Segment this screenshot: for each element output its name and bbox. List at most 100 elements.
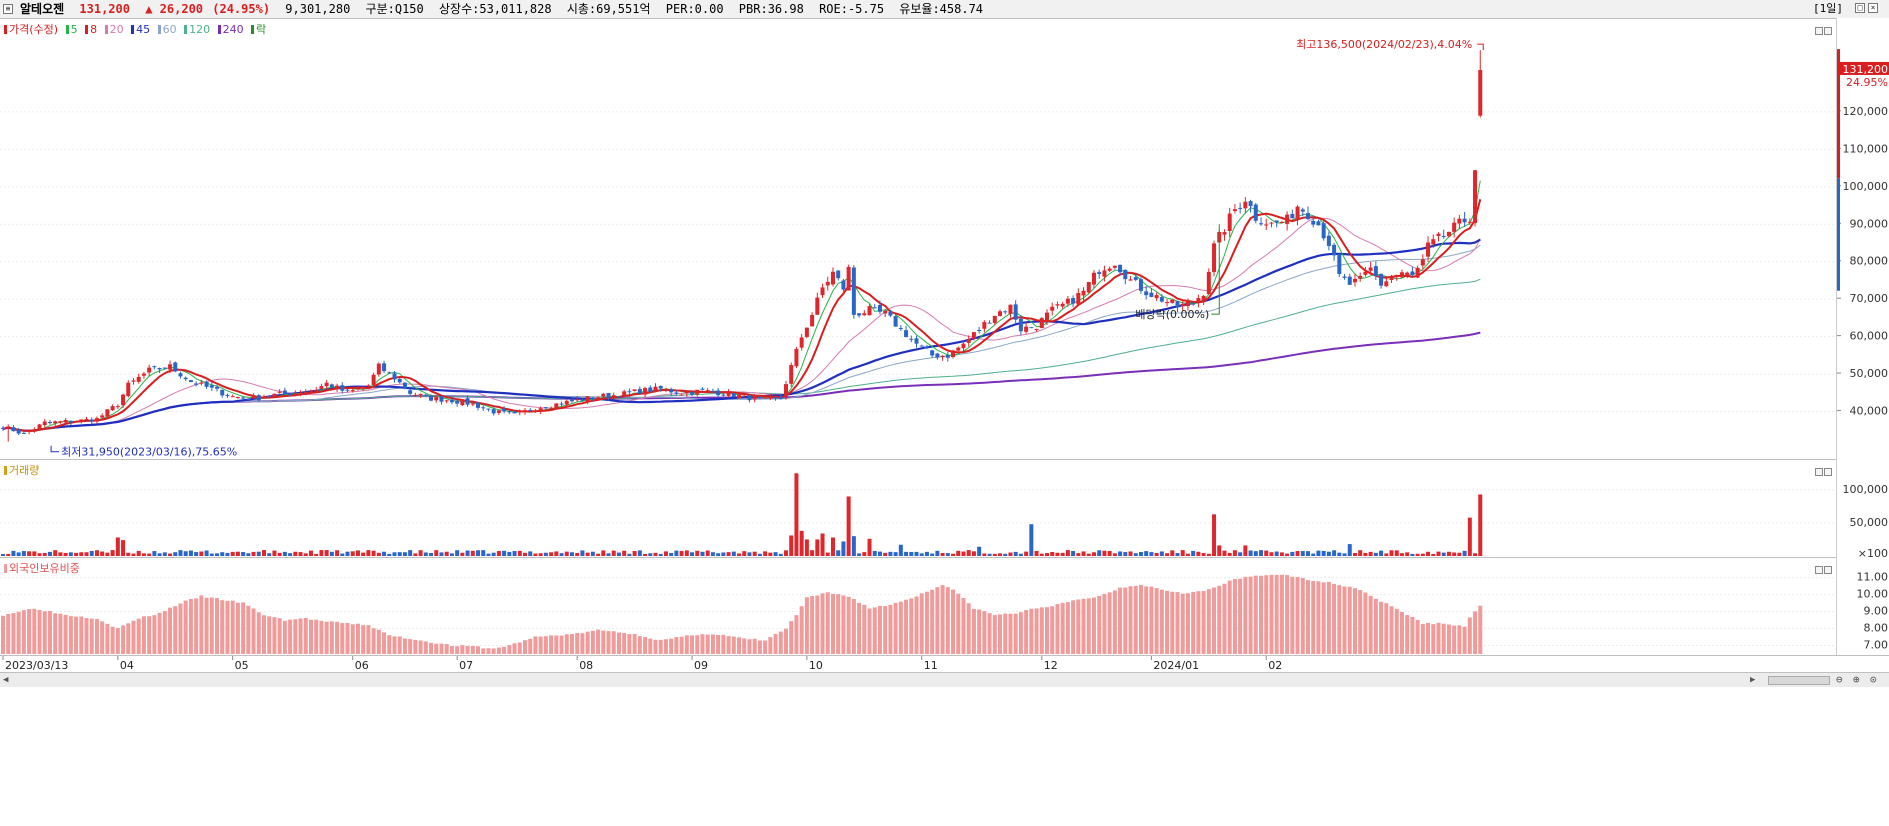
foreign-bar: [84, 618, 89, 654]
volume-bar: [752, 551, 757, 556]
scroll-right-icon[interactable]: ▶: [1750, 675, 1756, 685]
candle: [674, 392, 679, 394]
candle: [1123, 269, 1128, 280]
candle: [1175, 301, 1180, 308]
close-icon[interactable]: ×: [1868, 3, 1878, 13]
candle: [893, 316, 898, 327]
panel-max-icon[interactable]: [1815, 566, 1823, 574]
volume-bar: [1008, 552, 1013, 556]
candle: [21, 432, 26, 434]
candle: [131, 380, 136, 382]
ma-8-line: [2, 198, 1482, 432]
candle: [757, 397, 762, 399]
legend-label: 120: [189, 23, 211, 36]
scroll-thumb[interactable]: [1768, 676, 1830, 685]
period-button[interactable]: [1일]: [1813, 2, 1843, 15]
candle: [319, 386, 324, 389]
volume-bar: [679, 551, 684, 556]
axis-range-up: [1837, 49, 1840, 179]
candle: [1467, 221, 1472, 223]
candle: [815, 297, 820, 315]
volume-bar: [658, 553, 663, 556]
foreign-bar: [663, 639, 668, 654]
candle: [1, 427, 5, 429]
x-label: 02: [1268, 659, 1282, 672]
candle: [63, 419, 68, 423]
price-panel[interactable]: 가격(수정) 5 8 20 45 60 120 240 락 최고136,500(…: [0, 18, 1836, 460]
foreign-bar: [982, 611, 987, 654]
window-max-icon[interactable]: □: [1855, 3, 1865, 13]
foreign-bar: [194, 598, 199, 654]
foreign-bar: [168, 607, 173, 654]
x-label: 11: [924, 659, 938, 672]
volume-bar: [47, 551, 52, 556]
foreign-bar: [705, 634, 710, 654]
candle: [27, 431, 32, 433]
foreign-bar: [611, 631, 616, 654]
foreign-bar: [126, 623, 131, 654]
foreign-bar: [648, 638, 653, 654]
foreign-bar: [319, 620, 324, 654]
panel-max-icon[interactable]: [1815, 27, 1823, 35]
volume-bar: [622, 550, 627, 556]
candle: [820, 287, 825, 296]
volume-bar: [653, 552, 658, 556]
candle: [737, 394, 742, 399]
volume-bar: [705, 550, 710, 556]
candle: [789, 365, 794, 384]
panel-close-icon[interactable]: [1824, 566, 1832, 574]
stock-name[interactable]: 알테오젠: [20, 2, 65, 16]
candle: [611, 395, 616, 397]
foreign-bar: [893, 602, 898, 654]
candle: [402, 382, 407, 389]
foreign-bar: [303, 617, 308, 654]
volume-bar: [215, 553, 220, 556]
volume-bar: [408, 550, 413, 556]
dividend-marker: [1211, 224, 1220, 315]
volume-bar: [1368, 551, 1373, 556]
candle: [429, 395, 434, 401]
panel-close-icon[interactable]: [1824, 468, 1832, 476]
foreign-bar: [183, 600, 188, 654]
volume-axis: 100,000 50,000 ×100: [1836, 459, 1889, 560]
candle: [773, 397, 778, 399]
volume-bar: [256, 551, 261, 556]
foreign-bar: [262, 615, 266, 654]
menu-icon[interactable]: ≡: [3, 4, 13, 14]
candle: [1159, 297, 1164, 302]
foreign-bar: [1081, 598, 1086, 654]
foreign-panel[interactable]: 외국인보유비중: [0, 557, 1836, 656]
candle: [1118, 264, 1123, 273]
legend-item-ma60: 60: [157, 23, 177, 36]
candle: [272, 393, 277, 397]
candle: [1253, 204, 1258, 221]
candle: [47, 421, 52, 423]
candle: [622, 391, 627, 397]
volume-bar: [230, 551, 235, 556]
foreign-bar: [961, 598, 966, 654]
candle: [1238, 207, 1243, 209]
zoom-in-icon[interactable]: ⊕: [1853, 673, 1860, 686]
candle: [888, 312, 893, 316]
panel-max-icon[interactable]: [1815, 468, 1823, 476]
legend-item-ex-div: 락: [251, 23, 266, 36]
volume-bar: [1091, 552, 1096, 556]
volume-bar: [669, 552, 674, 556]
candle: [778, 396, 783, 399]
foreign-bar: [455, 646, 460, 654]
volume-panel[interactable]: 거래량: [0, 459, 1836, 558]
candle: [1180, 303, 1185, 307]
zoom-reset-icon[interactable]: ⊙: [1870, 673, 1877, 686]
legend-label: 20: [109, 23, 124, 36]
legend-label: 8: [90, 23, 98, 36]
scroll-left-icon[interactable]: ◀: [3, 675, 9, 685]
foreign-bar: [53, 613, 58, 654]
x-label: 04: [120, 659, 134, 672]
panel-close-icon[interactable]: [1824, 27, 1832, 35]
zoom-out-icon[interactable]: ⊖: [1836, 673, 1843, 686]
volume-bar: [663, 551, 668, 556]
scroll-bar[interactable]: ◀ ▶ ⊖ ⊕ ⊙: [0, 672, 1889, 687]
foreign-bar: [523, 640, 527, 654]
foreign-bar: [1008, 613, 1013, 654]
volume-bar: [496, 551, 501, 556]
